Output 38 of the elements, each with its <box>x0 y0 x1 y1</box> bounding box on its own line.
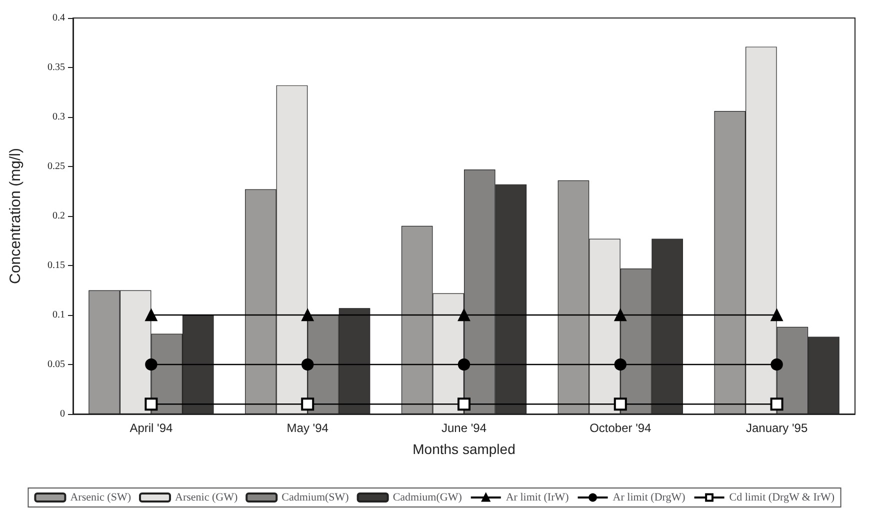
y-tick-label: 0.05 <box>48 359 65 370</box>
legend-label: Cadmium(GW) <box>392 492 462 504</box>
y-tick-label: 0.3 <box>52 112 65 122</box>
x-tick-label: January '95 <box>746 421 808 435</box>
legend-label: Ar limit (DrgW) <box>612 492 686 504</box>
y-tick-label: 0.15 <box>48 260 65 271</box>
point <box>614 358 626 371</box>
y-tick-label: 0.2 <box>52 210 65 222</box>
point <box>144 398 158 411</box>
y-tick-label: 0.25 <box>48 161 65 172</box>
legend-label: Arsenic (SW) <box>70 492 132 504</box>
y-tick-label: 0.1 <box>52 310 65 320</box>
legend-label: Cadmium(SW) <box>282 492 350 504</box>
x-axis-title: Months sampled <box>412 441 516 457</box>
point <box>770 308 783 322</box>
y-tick-label: 0.4 <box>52 12 65 24</box>
point <box>145 308 158 322</box>
y-tick-label: 0 <box>60 408 65 420</box>
point <box>770 358 783 371</box>
x-tick-label: April '94 <box>130 421 174 435</box>
point <box>614 398 627 411</box>
y-axis-title: Concentration (mg/l) <box>7 148 24 284</box>
legend-label: Ar limit (IrW) <box>506 492 570 504</box>
x-tick-label: October '94 <box>590 421 652 435</box>
point <box>614 308 626 322</box>
legend-label: Cd limit (DrgW & IrW) <box>729 492 835 504</box>
x-tick-label: May '94 <box>286 421 329 435</box>
point <box>770 398 784 411</box>
point <box>145 358 158 371</box>
point <box>302 308 314 322</box>
legend-label: Arsenic (GW) <box>174 492 238 504</box>
point <box>458 398 470 411</box>
x-tick-label: June '94 <box>442 421 487 435</box>
point <box>458 358 470 371</box>
point <box>302 358 314 371</box>
point <box>458 308 470 322</box>
point <box>301 398 314 411</box>
y-tick-label: 0.35 <box>48 62 65 73</box>
